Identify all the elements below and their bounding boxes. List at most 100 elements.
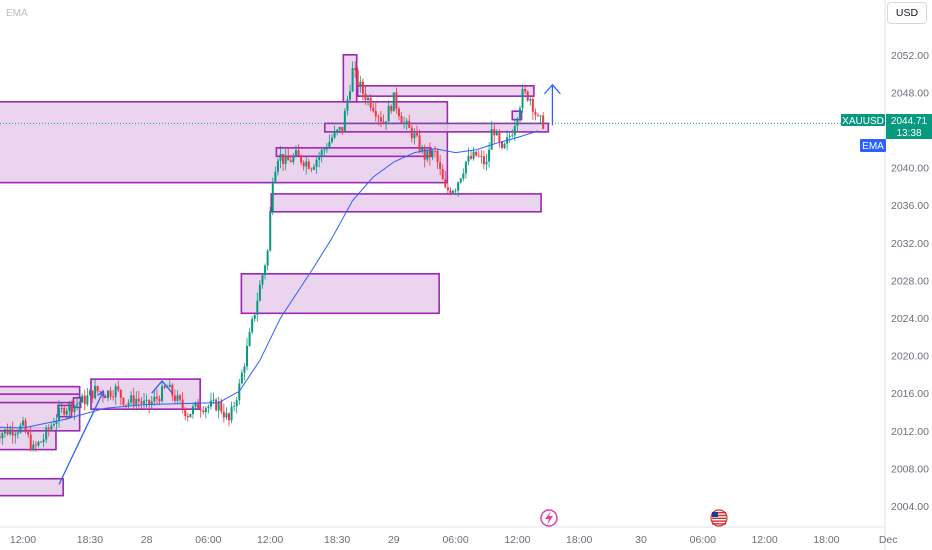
candle-body-109 — [274, 171, 277, 182]
x-tick-label: 29 — [388, 534, 400, 546]
candle-body-162 — [410, 127, 413, 139]
candle-body-52 — [127, 402, 130, 406]
candle-body-123 — [310, 168, 313, 170]
candle-body-46 — [112, 396, 115, 398]
x-tick-label: 18:00 — [813, 534, 839, 546]
candle-body-116 — [292, 156, 295, 163]
x-tick-label: Dec — [879, 534, 898, 546]
candle-body-200 — [508, 136, 511, 138]
x-tick-label: 06:00 — [690, 534, 716, 546]
arrow-up-left-head — [96, 390, 105, 399]
candle-body-117 — [294, 150, 297, 157]
candle-body-189 — [480, 155, 483, 157]
candle-body-121 — [305, 161, 308, 167]
candle-body-211 — [537, 114, 539, 116]
y-tick-label: 2008.00 — [891, 463, 929, 475]
candle-body-172 — [436, 150, 439, 163]
candle-body-72 — [179, 395, 182, 400]
candle-body-174 — [441, 169, 444, 180]
candle-body-21 — [47, 427, 50, 430]
candle-body-39 — [94, 386, 97, 399]
y-tick-label: 2032.00 — [891, 238, 929, 250]
candle-body-194 — [493, 129, 496, 136]
candle-body-38 — [91, 390, 94, 399]
candle-body-101 — [253, 314, 256, 319]
candle-body-103 — [258, 284, 261, 301]
y-tick-label: 2020.00 — [891, 351, 929, 363]
candle-body-30 — [70, 403, 73, 412]
candle-body-34 — [81, 395, 84, 403]
candle-body-108 — [271, 181, 274, 212]
candle-body-170 — [431, 150, 434, 158]
candle-body-61 — [150, 401, 153, 406]
candle-body-93 — [233, 406, 236, 407]
candle-body-86 — [215, 399, 218, 411]
price-badge — [886, 114, 932, 139]
zone-9 — [0, 101, 449, 184]
currency-button[interactable]: USD — [887, 2, 927, 24]
candle-body-122 — [307, 161, 310, 169]
candle-body-24 — [55, 420, 58, 424]
candle-body-94 — [235, 400, 238, 407]
candle-body-33 — [78, 402, 81, 404]
candle-body-42 — [101, 391, 104, 397]
candle-body-77 — [191, 406, 194, 414]
candle-body-4 — [3, 429, 6, 434]
candle-body-82 — [204, 408, 207, 413]
candle-body-107 — [269, 211, 272, 251]
candle-body-74 — [184, 408, 187, 417]
candle-body-111 — [279, 153, 282, 161]
candle-body-19 — [42, 439, 45, 442]
candle-body-142 — [359, 81, 362, 86]
candle-body-64 — [158, 398, 161, 402]
candle-body-179 — [454, 190, 457, 192]
candle-body-191 — [485, 161, 488, 165]
x-tick-label: 12:00 — [10, 534, 36, 546]
candle-body-5 — [6, 429, 9, 435]
candle-body-182 — [462, 173, 465, 179]
candle-body-71 — [176, 395, 179, 401]
candle-body-213 — [542, 115, 545, 129]
candle-body-155 — [392, 92, 395, 112]
candle-body-192 — [488, 149, 491, 162]
candle-body-151 — [382, 121, 385, 124]
zone-0 — [0, 477, 64, 497]
candle-body-163 — [413, 133, 416, 139]
candle-body-135 — [341, 127, 344, 131]
candle-body-87 — [217, 401, 220, 411]
candle-body-129 — [325, 148, 328, 150]
candle-body-149 — [377, 116, 380, 118]
x-tick-label: 12:00 — [257, 534, 283, 546]
candle-body-14 — [29, 434, 32, 450]
symbol-label: XAUUSD — [842, 116, 884, 127]
candle-body-120 — [302, 162, 305, 167]
candle-body-17 — [37, 441, 40, 446]
candle-body-29 — [68, 403, 71, 412]
candle-body-154 — [390, 105, 393, 112]
candle-body-201 — [511, 135, 514, 137]
candle-body-190 — [482, 156, 485, 165]
candle-body-105 — [264, 265, 267, 276]
candle-body-209 — [531, 99, 534, 112]
candle-body-198 — [503, 143, 506, 148]
candle-body-90 — [225, 413, 228, 418]
candle-body-12 — [24, 420, 27, 433]
candle-body-56 — [137, 398, 140, 402]
candle-body-8 — [14, 433, 17, 436]
candle-body-169 — [428, 149, 431, 158]
candle-body-212 — [539, 115, 542, 117]
countdown-label: 13:38 — [896, 128, 921, 139]
candle-body-47 — [114, 386, 117, 397]
candle-body-66 — [163, 386, 166, 388]
x-tick-label: 12:00 — [504, 534, 530, 546]
candle-body-59 — [145, 399, 148, 401]
candle-body-140 — [354, 68, 357, 71]
candle-body-188 — [477, 155, 480, 157]
candle-body-119 — [300, 155, 303, 163]
candle-body-32 — [76, 403, 79, 406]
x-tick-label: 30 — [635, 534, 647, 546]
